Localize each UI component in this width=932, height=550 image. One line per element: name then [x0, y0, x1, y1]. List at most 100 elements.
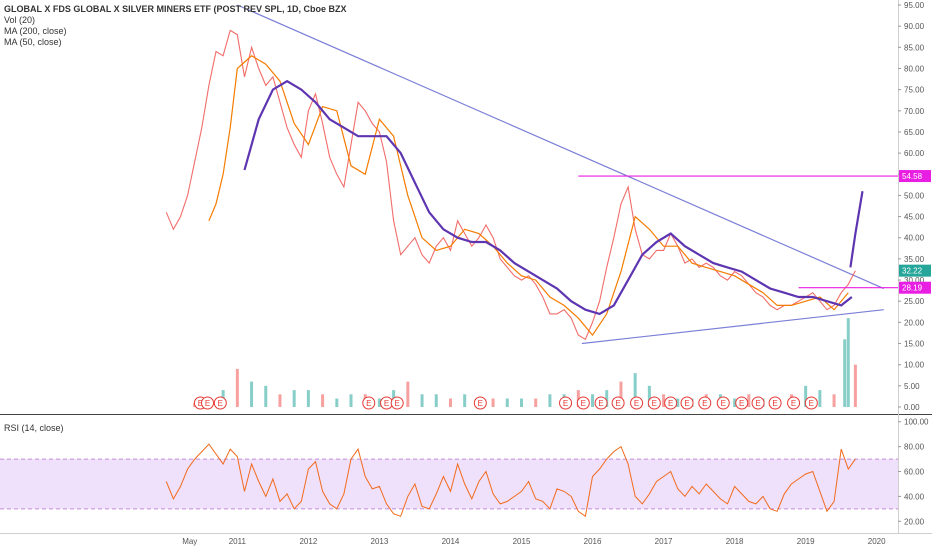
- earnings-marker-label: E: [652, 399, 657, 408]
- ma200-indicator-label[interactable]: MA (200, close): [4, 26, 67, 36]
- volume-bar: [420, 394, 424, 407]
- time-axis-label: 2019: [797, 537, 815, 546]
- volume-bar: [818, 390, 822, 407]
- price-axis-label: 5.00: [904, 382, 920, 391]
- horizontal-levels[interactable]: [578, 175, 898, 289]
- support-level-badge: 28.19: [899, 281, 931, 294]
- volume-bar: [846, 318, 850, 407]
- volume-bar: [534, 398, 538, 407]
- price-axis-label: 20.00: [904, 318, 925, 327]
- earnings-marker-circle: [735, 396, 749, 410]
- volume-bar: [576, 390, 580, 407]
- projection-line: [849, 191, 864, 268]
- trendlines[interactable]: [237, 4, 885, 345]
- earnings-marker[interactable]: E: [611, 396, 625, 410]
- price-line: [165, 29, 856, 341]
- earnings-marker[interactable]: E: [804, 396, 818, 410]
- resistance-level-badge: 54.58: [899, 170, 931, 183]
- earnings-marker[interactable]: E: [698, 396, 712, 410]
- earnings-marker[interactable]: E: [630, 396, 644, 410]
- time-axis-label: 2020: [868, 537, 886, 546]
- earnings-marker[interactable]: E: [380, 396, 394, 410]
- rsi-axis-label: 20.00: [904, 517, 925, 526]
- volume-bar: [505, 398, 509, 407]
- earnings-marker-label: E: [772, 399, 777, 408]
- ma200-line: [243, 79, 853, 316]
- earnings-marker[interactable]: E: [390, 396, 404, 410]
- time-axis-label: 2015: [513, 537, 531, 546]
- earnings-marker[interactable]: E: [716, 396, 730, 410]
- volume-bar: [448, 398, 452, 407]
- earnings-marker-circle: [213, 396, 227, 410]
- earnings-marker[interactable]: E: [213, 396, 227, 410]
- earnings-marker[interactable]: E: [751, 396, 765, 410]
- price-axis-label: 85.00: [904, 43, 925, 52]
- rsi-axis-label: 100.00: [904, 418, 929, 427]
- price-axis-label: 75.00: [904, 86, 925, 95]
- earnings-marker[interactable]: E: [559, 396, 573, 410]
- earnings-marker[interactable]: E: [664, 396, 678, 410]
- symbol-title[interactable]: GLOBAL X FDS GLOBAL X SILVER MINERS ETF …: [4, 4, 347, 14]
- rsi-axis[interactable]: 20.00 40.00 60.00 80.00 100.00: [898, 418, 929, 527]
- earnings-marker[interactable]: E: [787, 396, 801, 410]
- price-axis-label: 45.00: [904, 213, 925, 222]
- support-level-badge-bg: [899, 281, 931, 294]
- time-axis-label: 2014: [442, 537, 460, 546]
- earnings-marker-label: E: [598, 399, 603, 408]
- rsi-axis-label: 60.00: [904, 468, 925, 477]
- volume-bar: [662, 394, 666, 407]
- earnings-marker[interactable]: E: [201, 396, 215, 410]
- earnings-marker-circle: [647, 396, 661, 410]
- earnings-marker-circle: [787, 396, 801, 410]
- earnings-marker[interactable]: E: [680, 396, 694, 410]
- earnings-marker-circle: [559, 396, 573, 410]
- descending-trendline: [237, 4, 885, 290]
- ma50-indicator-label[interactable]: MA (50, close): [4, 37, 62, 47]
- volume-bar: [235, 368, 239, 407]
- time-axis[interactable]: May 2011 2012 2013 2014 2015 2016 2017 2018 2019 2…: [182, 537, 886, 546]
- volume-bar: [250, 381, 254, 407]
- volume-bar: [406, 381, 410, 407]
- volume-bar: [747, 394, 751, 407]
- volume-bar: [619, 381, 623, 407]
- earnings-marker[interactable]: E: [735, 396, 749, 410]
- volume-bar: [463, 394, 467, 407]
- earnings-marker[interactable]: E: [647, 396, 661, 410]
- support-level-badge-text: 28.19: [902, 284, 923, 293]
- projection-path: [849, 191, 864, 268]
- earnings-marker[interactable]: E: [594, 396, 608, 410]
- earnings-marker-label: E: [739, 399, 744, 408]
- resistance-level-badge-text: 54.58: [902, 172, 923, 181]
- volume-indicator-label[interactable]: Vol (20): [4, 15, 36, 25]
- earnings-marker-label: E: [366, 399, 371, 408]
- chart-legend: GLOBAL X FDS GLOBAL X SILVER MINERS ETF …: [4, 4, 347, 48]
- earnings-marker-circle: [630, 396, 644, 410]
- volume-bar: [491, 398, 495, 407]
- earnings-marker-circle: [576, 396, 590, 410]
- price-axis-label: 90.00: [904, 22, 925, 31]
- price-axis-label: 80.00: [904, 64, 925, 73]
- volume-bar: [520, 398, 523, 407]
- volume-bar: [832, 394, 836, 407]
- volume-bar: [647, 385, 651, 407]
- earnings-marker[interactable]: E: [362, 396, 376, 410]
- price-pane[interactable]: [0, 0, 898, 414]
- earnings-marker-circle: [804, 396, 818, 410]
- rsi-band-fill: [0, 459, 898, 509]
- earnings-marker-label: E: [721, 399, 726, 408]
- earnings-marker-label: E: [581, 399, 586, 408]
- earnings-marker[interactable]: E: [768, 396, 782, 410]
- earnings-marker-circle: [664, 396, 678, 410]
- volume-bar: [548, 394, 552, 407]
- time-axis-label: 2018: [726, 537, 744, 546]
- price-axis-label: 30.00: [904, 276, 925, 285]
- rsi-indicator-label[interactable]: RSI (14, close): [4, 423, 64, 433]
- price-axis-label: 50.00: [904, 191, 925, 200]
- ma50-path: [208, 55, 849, 337]
- price-axis[interactable]: 0.00 5.00 10.00 15.00 20.00 25.00 30.00 35.00 40…: [898, 1, 925, 412]
- earnings-marker[interactable]: E: [473, 396, 487, 410]
- earnings-marker[interactable]: E: [576, 396, 590, 410]
